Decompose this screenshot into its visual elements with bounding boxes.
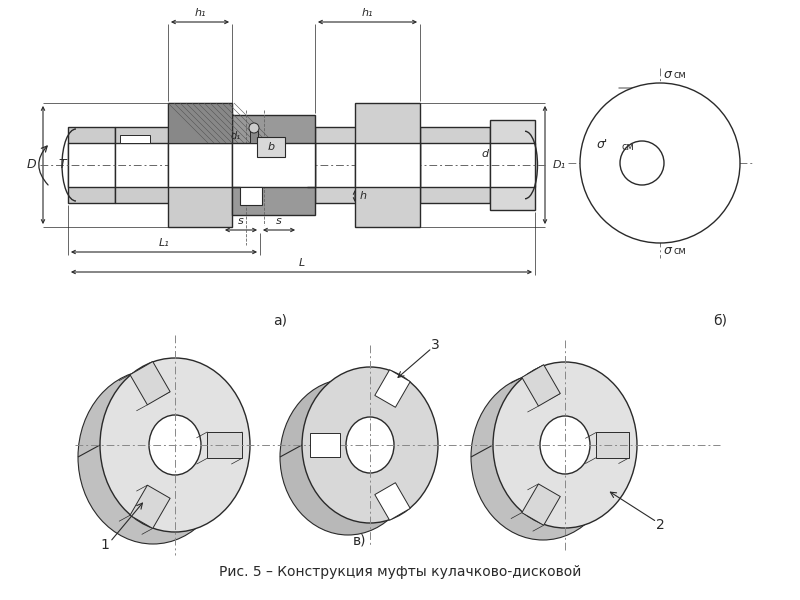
Text: σ': σ' bbox=[597, 139, 608, 151]
Ellipse shape bbox=[471, 374, 615, 540]
Text: D₁: D₁ bbox=[553, 160, 566, 170]
Bar bbox=[68, 127, 115, 203]
Bar bbox=[168, 103, 232, 143]
Polygon shape bbox=[310, 433, 340, 457]
Text: h₁: h₁ bbox=[194, 8, 206, 18]
Bar bbox=[240, 187, 262, 205]
Circle shape bbox=[580, 83, 740, 243]
Text: σ: σ bbox=[664, 245, 672, 257]
Text: см: см bbox=[673, 246, 686, 256]
Ellipse shape bbox=[127, 427, 179, 487]
Text: s: s bbox=[238, 216, 244, 226]
Text: см: см bbox=[673, 70, 686, 80]
Polygon shape bbox=[130, 485, 170, 529]
Polygon shape bbox=[130, 362, 170, 405]
Bar bbox=[168, 103, 232, 227]
Bar bbox=[168, 143, 232, 187]
Text: см: см bbox=[622, 142, 634, 152]
Text: Рис. 5 – Конструкция муфты кулачково-дисковой: Рис. 5 – Конструкция муфты кулачково-дис… bbox=[219, 565, 581, 579]
Ellipse shape bbox=[149, 415, 201, 475]
Ellipse shape bbox=[78, 370, 228, 544]
Text: в): в) bbox=[354, 533, 366, 547]
Bar bbox=[115, 143, 232, 187]
Text: h: h bbox=[360, 191, 367, 201]
Text: T: T bbox=[58, 158, 66, 172]
Polygon shape bbox=[522, 484, 560, 525]
Text: 2: 2 bbox=[656, 518, 664, 532]
Polygon shape bbox=[207, 432, 242, 458]
Bar bbox=[490, 120, 535, 210]
Polygon shape bbox=[374, 370, 410, 407]
Ellipse shape bbox=[346, 417, 394, 473]
Circle shape bbox=[249, 123, 259, 133]
Bar bbox=[232, 143, 315, 187]
Bar bbox=[420, 143, 490, 187]
Text: L₁: L₁ bbox=[158, 238, 170, 248]
Text: 1: 1 bbox=[101, 538, 110, 552]
Text: б): б) bbox=[713, 313, 727, 327]
Ellipse shape bbox=[302, 367, 438, 523]
Bar bbox=[315, 143, 420, 187]
Bar bbox=[315, 127, 420, 203]
Bar bbox=[355, 143, 420, 187]
Text: D: D bbox=[26, 158, 36, 172]
Bar bbox=[420, 127, 490, 203]
Polygon shape bbox=[596, 433, 630, 458]
Ellipse shape bbox=[324, 429, 372, 485]
Ellipse shape bbox=[540, 416, 590, 474]
Bar bbox=[490, 143, 535, 187]
Ellipse shape bbox=[518, 428, 568, 486]
Bar bbox=[68, 143, 115, 187]
Text: d: d bbox=[481, 149, 488, 159]
Polygon shape bbox=[374, 483, 410, 520]
Text: s: s bbox=[276, 216, 282, 226]
Text: 3: 3 bbox=[430, 338, 439, 352]
Text: b: b bbox=[267, 142, 274, 152]
Bar bbox=[120, 135, 150, 143]
Text: σ: σ bbox=[664, 68, 672, 82]
Text: L: L bbox=[298, 258, 305, 268]
Bar bbox=[257, 137, 285, 157]
Ellipse shape bbox=[493, 362, 637, 528]
Text: d₁: d₁ bbox=[231, 131, 241, 141]
Bar bbox=[115, 127, 232, 203]
Ellipse shape bbox=[100, 358, 250, 532]
Bar bbox=[232, 115, 315, 215]
Bar bbox=[250, 131, 258, 143]
Text: а): а) bbox=[273, 313, 287, 327]
Circle shape bbox=[620, 141, 664, 185]
Ellipse shape bbox=[280, 379, 416, 535]
Polygon shape bbox=[522, 365, 560, 406]
Polygon shape bbox=[616, 188, 660, 238]
Bar bbox=[355, 103, 420, 227]
Polygon shape bbox=[616, 88, 660, 138]
Text: h₁: h₁ bbox=[362, 8, 374, 18]
